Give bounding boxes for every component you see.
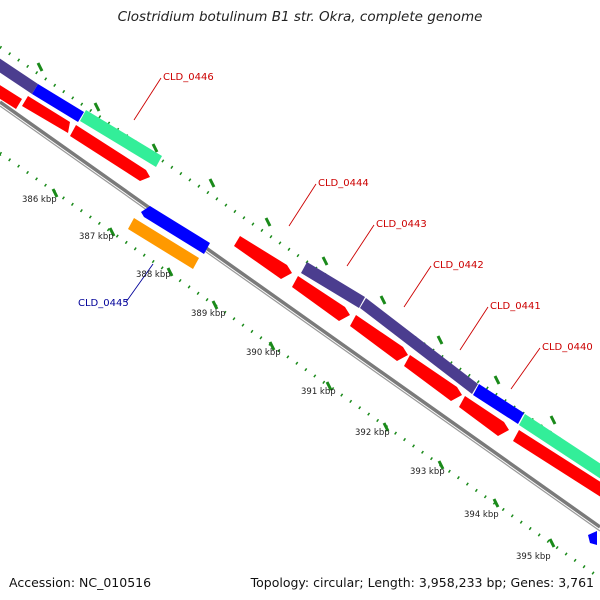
cog-block-purple-2 bbox=[301, 262, 365, 308]
cds-arrow-8 bbox=[459, 396, 509, 436]
outer-major-tick bbox=[264, 217, 272, 227]
outer-major-tick bbox=[36, 62, 44, 72]
backbone-inner bbox=[0, 105, 600, 532]
outer-major-tick bbox=[151, 143, 159, 153]
gene-label-leader bbox=[133, 77, 162, 121]
gene-label-cld-0443[interactable]: CLD_0443 bbox=[376, 219, 427, 230]
forward-cds-track bbox=[0, 85, 600, 497]
cds-arrow-5 bbox=[292, 276, 350, 321]
gene-label-leader bbox=[288, 183, 317, 227]
scale-label-0: 386 kbp bbox=[22, 195, 57, 205]
inner-major-tick bbox=[166, 267, 174, 277]
inner-major-tick bbox=[492, 498, 500, 508]
inner-major-tick bbox=[108, 227, 116, 237]
inner-major-tick bbox=[268, 341, 276, 351]
inner-major-tick bbox=[211, 300, 219, 310]
scale-label-3: 389 kbp bbox=[191, 309, 226, 319]
cds-arrow-1 bbox=[0, 85, 22, 109]
inner-major-tick bbox=[51, 188, 59, 198]
genome-title: Clostridium botulinum B1 str. Okra, comp… bbox=[117, 9, 483, 25]
cog-block-green-1 bbox=[80, 110, 162, 167]
gene-label-cld-0442[interactable]: CLD_0442 bbox=[433, 260, 484, 271]
gene-label-cld-0444[interactable]: CLD_0444 bbox=[318, 178, 369, 189]
scale-labels: 386 kbp 387 kbp 388 kbp 389 kbp 390 kbp 391 k… bbox=[22, 195, 551, 562]
scale-label-6: 392 kbp bbox=[355, 428, 390, 438]
scale-label-5: 391 kbp bbox=[301, 387, 336, 397]
gene-labels: CLD_0446 CLD_0444 CLD_0443 CLD_0442 CLD_0441… bbox=[78, 72, 593, 390]
cog-block-purple-3 bbox=[360, 298, 478, 394]
scale-label-7: 393 kbp bbox=[410, 467, 445, 477]
accession-text: Accession: NC_010516 bbox=[9, 575, 152, 590]
cog-block-blue-1 bbox=[32, 84, 84, 122]
scale-label-8: 394 kbp bbox=[464, 510, 499, 520]
inner-major-tick bbox=[325, 381, 333, 391]
outer-major-tick bbox=[208, 178, 216, 188]
inner-major-tick bbox=[548, 538, 556, 548]
cds-arrow-3 bbox=[70, 125, 150, 181]
cds-arrow-reverse-2 bbox=[588, 531, 597, 545]
gene-label-leader bbox=[125, 263, 154, 303]
cds-arrow-2 bbox=[22, 96, 70, 133]
outer-major-tick bbox=[493, 375, 501, 385]
gene-label-leader bbox=[403, 265, 432, 308]
gene-label-leader bbox=[510, 347, 541, 390]
cog-block-purple-1 bbox=[0, 58, 38, 94]
gene-label-cld-0440[interactable]: CLD_0440 bbox=[542, 342, 593, 353]
scale-label-1: 387 kbp bbox=[79, 232, 114, 242]
cds-arrow-4 bbox=[234, 236, 292, 279]
gene-label-leader bbox=[459, 306, 489, 351]
scale-label-9: 395 kbp bbox=[516, 552, 551, 562]
genome-summary-text: Topology: circular; Length: 3,958,233 bp… bbox=[250, 575, 594, 590]
scale-label-2: 388 kbp bbox=[136, 270, 171, 280]
backbone-outer bbox=[0, 100, 600, 529]
cog-block-green-2 bbox=[519, 414, 600, 479]
cds-arrow-7 bbox=[404, 355, 462, 401]
reverse-cds-track bbox=[128, 206, 597, 545]
cds-arrow-9 bbox=[513, 430, 600, 497]
gene-label-cld-0441[interactable]: CLD_0441 bbox=[490, 301, 541, 312]
cog-track-forward bbox=[0, 58, 600, 479]
scale-label-4: 390 kbp bbox=[246, 348, 281, 358]
outer-major-tick bbox=[436, 335, 444, 345]
outer-major-tick bbox=[379, 295, 387, 305]
cds-arrow-6 bbox=[350, 315, 408, 361]
outer-major-tick bbox=[93, 102, 101, 112]
outer-major-tick bbox=[321, 256, 329, 266]
cds-arrow-reverse-1 bbox=[141, 206, 210, 254]
outer-major-tick bbox=[549, 415, 557, 425]
inner-tick-row bbox=[0, 151, 600, 580]
inner-major-ticks bbox=[0, 152, 556, 548]
gene-label-cld-0445[interactable]: CLD_0445 bbox=[78, 298, 129, 309]
cog-block-blue-2 bbox=[473, 384, 524, 424]
inner-major-tick bbox=[437, 460, 445, 470]
outer-tick-row bbox=[0, 45, 600, 469]
outer-major-ticks bbox=[36, 62, 557, 425]
cog-block-orange bbox=[128, 218, 199, 269]
gene-label-cld-0446[interactable]: CLD_0446 bbox=[163, 72, 214, 83]
inner-major-tick bbox=[382, 422, 390, 432]
gene-label-leader bbox=[346, 224, 375, 267]
